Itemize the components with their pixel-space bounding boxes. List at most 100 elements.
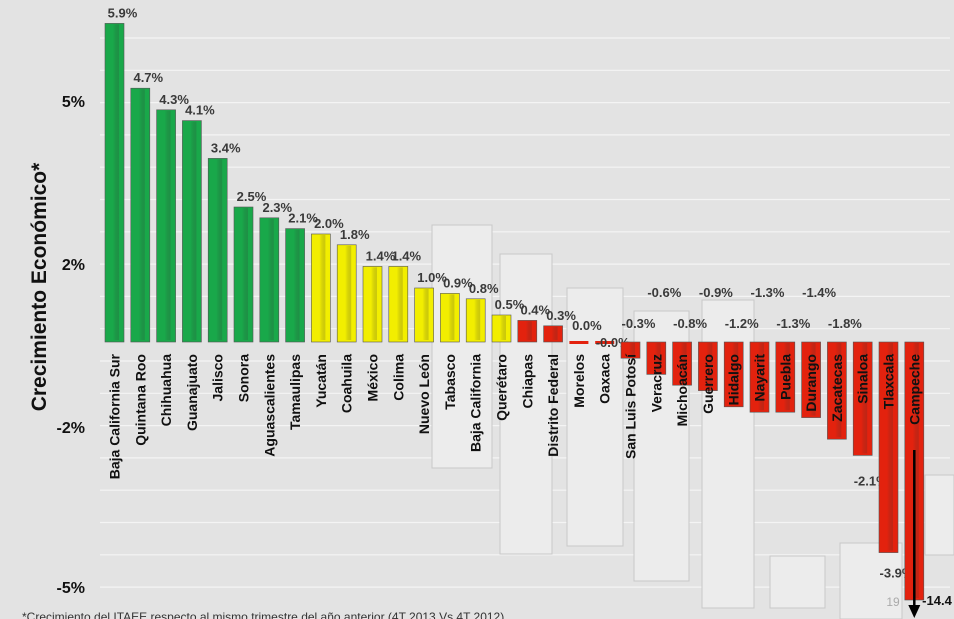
bar-shade — [855, 343, 868, 454]
value-label: -1.8% — [828, 316, 862, 331]
category-label: México — [365, 354, 381, 401]
category-label: Oaxaca — [597, 354, 613, 404]
bar-shade — [623, 343, 635, 357]
value-label: 2.3% — [262, 200, 292, 215]
bar-shade — [648, 343, 661, 373]
bar-shade — [390, 267, 403, 340]
category-label: Baja California — [468, 354, 484, 452]
value-label: 0.0% — [572, 318, 602, 333]
category-label: Distrito Federal — [545, 354, 561, 457]
bar-shade — [519, 321, 532, 340]
page-number: 19 — [886, 595, 900, 609]
bar-shade — [287, 229, 300, 340]
category-label: Jalisco — [210, 354, 226, 401]
bar-shade — [339, 245, 352, 340]
category-label: Tlaxcala — [881, 354, 897, 409]
value-label: 1.4% — [391, 248, 421, 263]
category-label: Nayarit — [752, 354, 768, 402]
value-label: 2.1% — [288, 211, 318, 226]
category-label: Chiapas — [519, 354, 535, 409]
category-label: San Luis Potosí — [623, 353, 639, 459]
category-label: Yucatán — [313, 354, 329, 408]
value-label: 0.5% — [495, 297, 525, 312]
bar-shade — [829, 343, 842, 438]
y-tick-label: -2% — [57, 420, 85, 437]
bar-shade — [545, 326, 558, 340]
category-label: Sonora — [236, 354, 252, 402]
bar-shade — [674, 343, 687, 384]
bar-shade — [777, 343, 790, 411]
category-label: Quintana Roo — [132, 354, 148, 446]
bar-shade — [132, 89, 145, 340]
bar-shade — [700, 343, 713, 389]
footnote: *Crecimiento del ITAEE respecto al mismo… — [22, 610, 505, 619]
category-label: Morelos — [571, 354, 587, 408]
value-label: -0.3% — [622, 316, 656, 331]
y-tick-label: -5% — [57, 580, 85, 597]
y-axis-title: Crecimiento Económico* — [28, 162, 51, 412]
category-label: Coahuila — [339, 354, 355, 413]
category-label: Zacatecas — [829, 354, 845, 422]
value-label: 2.0% — [314, 216, 344, 231]
value-label: 3.4% — [211, 140, 241, 155]
value-label: 0.3% — [546, 308, 576, 323]
category-label: Durango — [803, 354, 819, 412]
value-label: 4.3% — [159, 92, 189, 107]
category-label: Chihuahua — [158, 354, 174, 427]
value-label: -0.8% — [673, 316, 707, 331]
value-label: -1.3% — [751, 285, 785, 300]
value-label: 1.0% — [417, 270, 447, 285]
value-label: -14.4 — [922, 593, 952, 608]
value-label: 4.1% — [185, 103, 215, 118]
bar — [569, 341, 589, 344]
bar-shade — [442, 294, 455, 340]
value-label: -1.4% — [802, 285, 836, 300]
category-label: Colima — [390, 354, 406, 401]
background-panel — [431, 224, 493, 469]
bar-shade — [184, 121, 197, 340]
value-label: 0.4% — [520, 302, 550, 317]
category-label: Michoacán — [674, 354, 690, 426]
value-label: 4.7% — [133, 70, 163, 85]
category-label: Puebla — [777, 354, 793, 400]
y-tick-label: 2% — [62, 257, 85, 274]
category-label: Guerrero — [700, 354, 716, 414]
category-label: Hidalgo — [726, 354, 742, 405]
value-label: 5.9% — [108, 5, 138, 20]
value-label: 0.9% — [443, 275, 473, 290]
background-panel — [924, 474, 954, 556]
bar-shade — [468, 299, 481, 340]
value-label: 1.4% — [366, 248, 396, 263]
value-label: 2.5% — [237, 189, 267, 204]
bar-shade — [158, 110, 171, 340]
bar-shade — [236, 208, 248, 340]
value-label: -0.6% — [647, 285, 681, 300]
bar-shade — [881, 343, 893, 551]
arrow-head-icon — [908, 605, 921, 618]
background-panel — [499, 253, 553, 555]
bar-shade — [906, 343, 919, 598]
category-label: Nuevo León — [416, 354, 432, 434]
bar-shade — [416, 289, 429, 340]
bar-shade — [726, 343, 739, 405]
value-label: 0.8% — [469, 281, 499, 296]
background-panel — [566, 287, 624, 547]
category-label: Tamaulipas — [287, 354, 303, 430]
category-label: Veracruz — [648, 354, 664, 412]
bar — [595, 341, 615, 344]
bar-shade — [210, 159, 223, 340]
background-panel — [839, 542, 903, 619]
category-label: Guanajuato — [184, 354, 200, 431]
bar-shade — [313, 235, 326, 340]
category-label: Querétaro — [494, 354, 510, 421]
category-label: Campeche — [906, 354, 922, 425]
category-label: Aguascalientes — [261, 354, 277, 457]
value-label: 1.8% — [340, 227, 370, 242]
bar-shade — [494, 316, 506, 340]
bar-shade — [107, 24, 119, 341]
category-label: Baja California Sur — [107, 353, 123, 479]
value-label: -1.2% — [725, 316, 759, 331]
value-label: -1.3% — [776, 316, 810, 331]
